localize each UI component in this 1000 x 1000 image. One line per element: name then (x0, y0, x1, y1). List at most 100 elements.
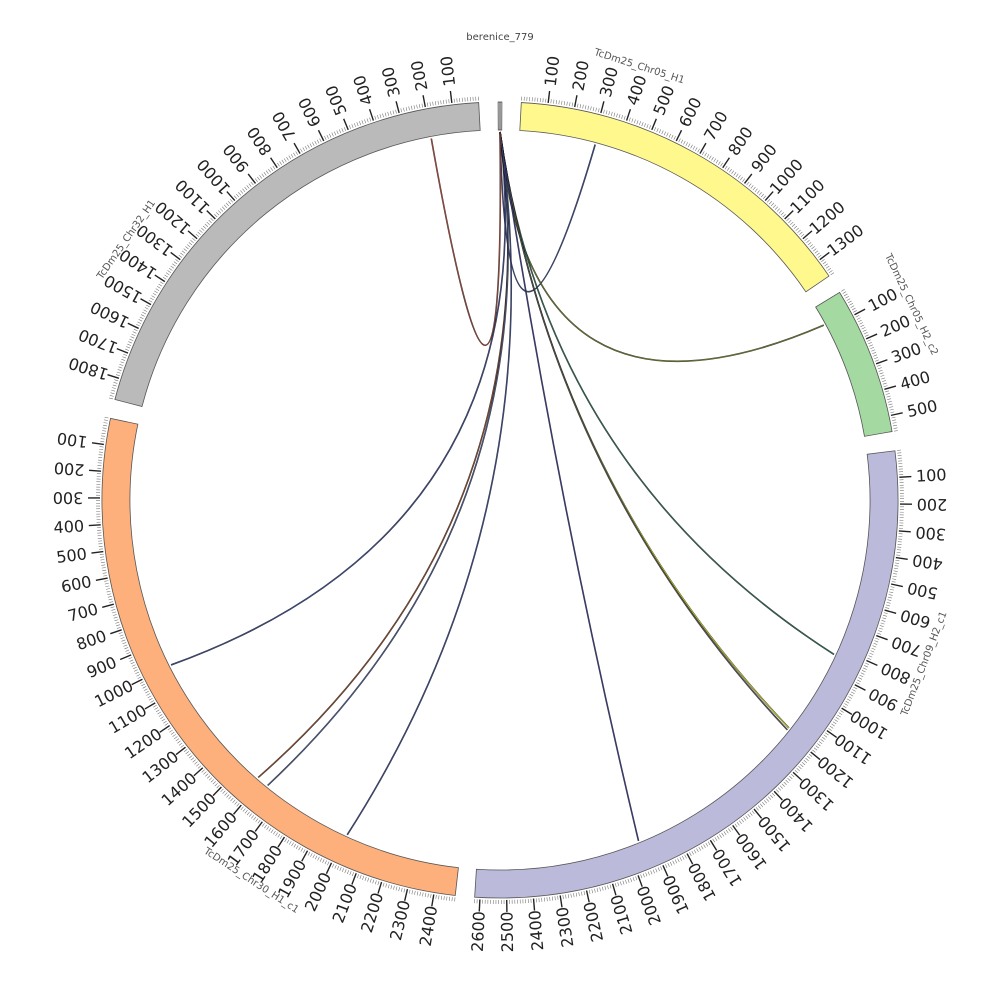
minor-tick (110, 606, 115, 609)
minor-tick (427, 893, 429, 898)
minor-tick (807, 242, 812, 246)
major-tick (875, 359, 888, 365)
minor-tick (672, 860, 675, 865)
minor-tick (779, 785, 783, 789)
minor-tick (657, 867, 660, 872)
minor-tick (210, 779, 215, 783)
tick-label: 500 (322, 83, 351, 118)
minor-tick (786, 217, 790, 222)
minor-tick (126, 346, 131, 349)
minor-tick (633, 119, 636, 124)
minor-tick (597, 108, 600, 113)
major-tick (784, 210, 794, 220)
tick-label: 300 (53, 488, 84, 507)
minor-tick (448, 896, 451, 901)
minor-tick (846, 698, 851, 702)
minor-tick (783, 781, 787, 785)
minor-tick (196, 763, 200, 767)
minor-tick (416, 891, 419, 896)
minor-tick (888, 403, 893, 406)
minor-tick (229, 199, 234, 203)
minor-tick (162, 276, 167, 280)
minor-tick (881, 620, 886, 622)
minor-tick (190, 757, 195, 761)
minor-tick (698, 846, 702, 851)
minor-tick (649, 125, 652, 130)
tick-label: 800 (878, 659, 914, 689)
minor-tick (748, 183, 752, 187)
tick-label: 1700 (76, 325, 121, 358)
minor-tick (102, 427, 107, 429)
minor-tick (823, 734, 828, 738)
link-tcdm25-chr05-h1 (499, 131, 596, 293)
minor-tick (131, 664, 136, 667)
minor-tick (618, 114, 621, 119)
minor-tick (763, 800, 768, 804)
minor-tick (569, 102, 571, 107)
minor-tick (616, 113, 618, 118)
minor-tick (298, 846, 301, 851)
minor-tick (206, 221, 210, 226)
major-tick (102, 603, 114, 608)
minor-tick (214, 214, 218, 218)
minor-tick (890, 586, 895, 588)
minor-tick (605, 110, 608, 115)
link-tcdm25-chr32-h1 (430, 131, 501, 346)
minor-tick (204, 223, 209, 227)
minor-tick (327, 861, 330, 866)
minor-tick (140, 314, 145, 317)
minor-tick (257, 176, 261, 181)
minor-tick (100, 440, 105, 443)
minor-tick (336, 865, 340, 870)
minor-tick (244, 186, 248, 191)
minor-tick (100, 438, 105, 440)
minor-tick (571, 102, 574, 107)
minor-tick (421, 103, 423, 108)
minor-tick (424, 893, 427, 898)
minor-tick (790, 221, 794, 226)
minor-tick (750, 185, 754, 189)
major-tick (600, 101, 605, 114)
major-tick (662, 865, 669, 877)
minor-tick (893, 424, 898, 427)
major-tick (88, 524, 101, 527)
minor-tick (117, 369, 122, 371)
minor-tick (143, 309, 148, 312)
minor-tick (183, 248, 188, 252)
minor-tick (788, 219, 792, 224)
major-tick (802, 230, 813, 240)
major-tick (212, 786, 222, 797)
minor-tick (818, 741, 823, 745)
minor-tick (408, 889, 411, 894)
minor-tick (800, 233, 805, 237)
minor-tick (870, 346, 875, 350)
minor-tick (268, 827, 272, 832)
minor-tick (872, 352, 877, 355)
major-tick (753, 808, 763, 819)
major-tick (140, 298, 152, 306)
minor-tick (566, 101, 568, 106)
minor-tick (264, 824, 267, 829)
minor-tick (291, 842, 294, 847)
minor-tick (717, 161, 721, 165)
minor-tick (829, 725, 834, 729)
minor-tick (100, 556, 105, 558)
minor-tick (889, 591, 894, 594)
minor-tick (845, 295, 850, 299)
minor-tick (374, 115, 377, 120)
minor-tick (609, 884, 612, 889)
minor-tick (339, 867, 342, 871)
minor-tick (246, 185, 250, 189)
minor-tick (882, 617, 887, 620)
minor-tick (195, 233, 200, 237)
minor-tick (359, 121, 362, 126)
minor-tick (756, 190, 760, 194)
minor-tick (178, 742, 183, 746)
minor-tick (120, 361, 125, 364)
minor-tick (776, 208, 781, 212)
minor-tick (680, 139, 684, 144)
minor-tick (891, 581, 896, 583)
minor-tick (273, 830, 276, 835)
minor-tick (880, 374, 885, 377)
minor-tick (139, 316, 144, 320)
